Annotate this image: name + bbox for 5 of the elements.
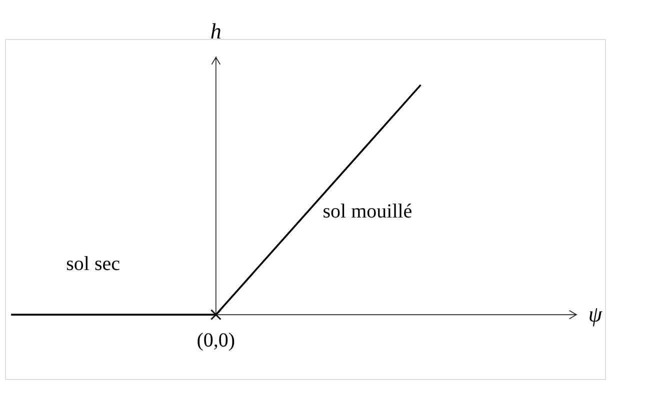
annotation: sol mouillé xyxy=(322,200,412,222)
annotation: sol sec xyxy=(66,253,120,276)
y-axis-title: h xyxy=(210,18,222,44)
x-axis-title: ψ xyxy=(588,302,602,327)
text: (0,0) xyxy=(196,330,236,352)
